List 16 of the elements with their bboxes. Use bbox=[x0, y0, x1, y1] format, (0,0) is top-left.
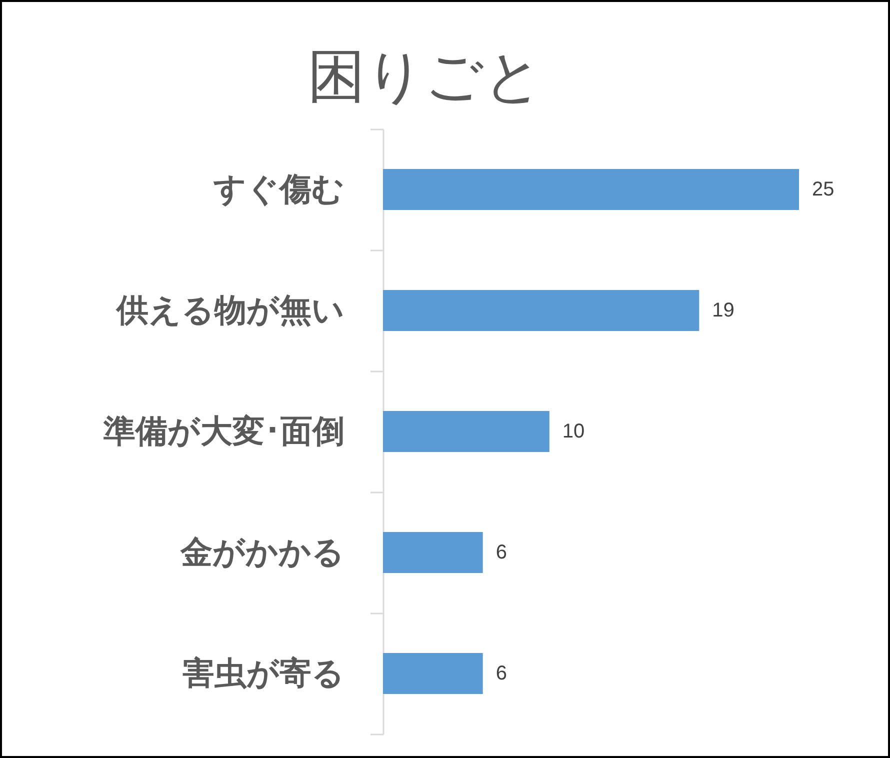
y-tick-label: 準備が大変･面倒 bbox=[102, 412, 344, 450]
data-label: 10 bbox=[562, 420, 585, 442]
data-label: 6 bbox=[496, 542, 507, 564]
bar bbox=[383, 169, 799, 210]
y-tick-label: すぐ傷む bbox=[212, 170, 344, 208]
chart-title: 困りごと bbox=[308, 42, 542, 110]
y-tick-label: 金がかかる bbox=[180, 533, 344, 571]
bar bbox=[383, 653, 483, 694]
data-label: 25 bbox=[812, 178, 834, 200]
y-tick-label: 害虫が寄る bbox=[182, 654, 344, 692]
bar bbox=[383, 411, 550, 452]
data-label: 6 bbox=[496, 662, 507, 684]
bar bbox=[383, 532, 483, 573]
data-label: 19 bbox=[712, 300, 734, 322]
y-tick-label: 供える物が無い bbox=[116, 291, 344, 329]
bar bbox=[383, 290, 700, 331]
